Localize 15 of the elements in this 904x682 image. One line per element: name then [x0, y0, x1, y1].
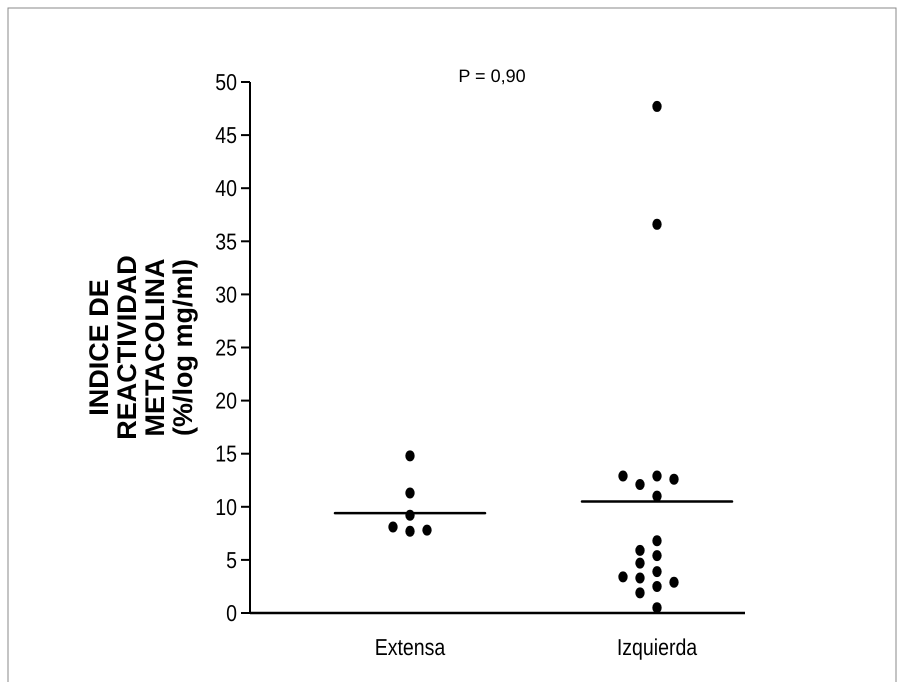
annotation: P = 0,90 — [458, 66, 526, 86]
y-tick-label: 15 — [215, 441, 237, 468]
y-tick-label: 35 — [215, 228, 237, 255]
y-tick-label: 0 — [226, 600, 238, 626]
y-tick-label: 45 — [215, 122, 237, 149]
y-tick-label: 50 — [215, 70, 238, 96]
y-tick-label: 40 — [215, 176, 238, 202]
x-tick-label: Izquierda — [616, 634, 698, 660]
y-tick-label: 5 — [226, 547, 237, 574]
y-tick-label: 30 — [215, 282, 238, 308]
y-tick-label: 20 — [215, 388, 238, 414]
y-tick-label: 25 — [215, 335, 237, 361]
x-tick-label: Extensa — [374, 634, 446, 660]
y-tick-label: 10 — [215, 494, 238, 520]
y-axis-title: INDICE DE REACTIVIDAD METACOLINA (%/log mg/ml) — [84, 255, 198, 440]
